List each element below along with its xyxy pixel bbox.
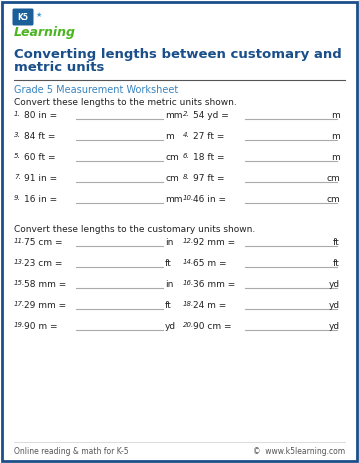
Text: 23 cm =: 23 cm = — [24, 259, 62, 268]
Text: 97 ft =: 97 ft = — [193, 174, 224, 183]
Text: 75 cm =: 75 cm = — [24, 238, 62, 247]
Text: 4.: 4. — [183, 132, 190, 138]
Text: ©  www.k5learning.com: © www.k5learning.com — [253, 447, 345, 456]
Text: 58 mm =: 58 mm = — [24, 280, 66, 289]
Text: ft: ft — [333, 238, 340, 247]
Text: 27 ft =: 27 ft = — [193, 132, 224, 141]
Text: 80 in =: 80 in = — [24, 111, 57, 120]
Text: 36 mm =: 36 mm = — [193, 280, 235, 289]
Text: yd: yd — [329, 322, 340, 331]
Text: 1.: 1. — [14, 111, 21, 117]
Text: m: m — [331, 153, 340, 162]
Text: 46 in =: 46 in = — [193, 195, 226, 204]
Text: 24 m =: 24 m = — [193, 301, 226, 310]
Text: 29 mm =: 29 mm = — [24, 301, 66, 310]
Text: 9.: 9. — [14, 195, 21, 201]
Text: 11.: 11. — [14, 238, 25, 244]
Text: yd: yd — [165, 322, 176, 331]
Text: cm: cm — [165, 174, 179, 183]
Text: 16 in =: 16 in = — [24, 195, 57, 204]
Text: 90 cm =: 90 cm = — [193, 322, 232, 331]
Text: 5.: 5. — [14, 153, 21, 159]
Text: cm: cm — [165, 153, 179, 162]
Text: 90 m =: 90 m = — [24, 322, 57, 331]
Text: ★: ★ — [36, 12, 42, 18]
Text: 19.: 19. — [14, 322, 25, 328]
Text: in: in — [165, 238, 173, 247]
Text: 2.: 2. — [183, 111, 190, 117]
Text: ft: ft — [165, 301, 172, 310]
Text: 65 m =: 65 m = — [193, 259, 227, 268]
Text: 18 ft =: 18 ft = — [193, 153, 224, 162]
FancyBboxPatch shape — [13, 8, 33, 25]
Text: 60 ft =: 60 ft = — [24, 153, 56, 162]
Text: 6.: 6. — [183, 153, 190, 159]
Text: 3.: 3. — [14, 132, 21, 138]
Text: 16.: 16. — [183, 280, 194, 286]
Text: 91 in =: 91 in = — [24, 174, 57, 183]
Text: mm: mm — [165, 195, 182, 204]
Text: m: m — [165, 132, 174, 141]
Text: cm: cm — [326, 174, 340, 183]
Text: 15.: 15. — [14, 280, 25, 286]
Text: Grade 5 Measurement Worksheet: Grade 5 Measurement Worksheet — [14, 85, 178, 95]
Text: Learning: Learning — [14, 26, 76, 39]
Text: Converting lengths between customary and: Converting lengths between customary and — [14, 48, 342, 61]
Text: Convert these lengths to the customary units shown.: Convert these lengths to the customary u… — [14, 225, 255, 234]
Text: metric units: metric units — [14, 61, 104, 74]
Text: mm: mm — [165, 111, 182, 120]
Text: 7.: 7. — [14, 174, 21, 180]
Text: in: in — [165, 280, 173, 289]
Text: 20.: 20. — [183, 322, 194, 328]
Text: 18.: 18. — [183, 301, 194, 307]
Text: 13.: 13. — [14, 259, 25, 265]
Text: 17.: 17. — [14, 301, 25, 307]
Text: 8.: 8. — [183, 174, 190, 180]
Text: 14.: 14. — [183, 259, 194, 265]
Text: K5: K5 — [18, 13, 28, 21]
Text: yd: yd — [329, 280, 340, 289]
Text: cm: cm — [326, 195, 340, 204]
Text: ft: ft — [333, 259, 340, 268]
Text: 84 ft =: 84 ft = — [24, 132, 55, 141]
Text: ft: ft — [165, 259, 172, 268]
Text: m: m — [331, 132, 340, 141]
Text: m: m — [331, 111, 340, 120]
Text: 54 yd =: 54 yd = — [193, 111, 229, 120]
Text: yd: yd — [329, 301, 340, 310]
Text: Convert these lengths to the metric units shown.: Convert these lengths to the metric unit… — [14, 98, 237, 107]
Text: 12.: 12. — [183, 238, 194, 244]
Text: 92 mm =: 92 mm = — [193, 238, 235, 247]
Text: 10.: 10. — [183, 195, 194, 201]
Text: Online reading & math for K-5: Online reading & math for K-5 — [14, 447, 129, 456]
